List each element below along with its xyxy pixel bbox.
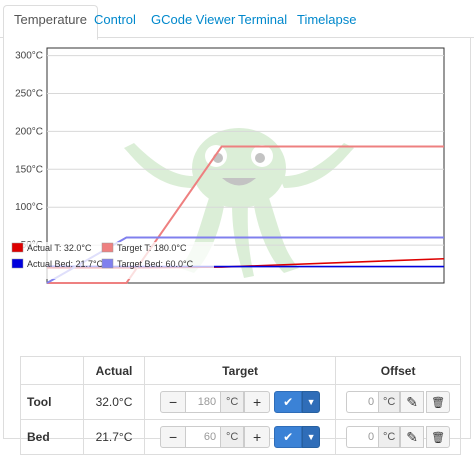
tool-actual-value: 32.0°C <box>84 385 145 420</box>
legend-label: Actual Bed: 21.7°C <box>27 259 104 269</box>
tool-offset-reset-button[interactable]: 🗑 <box>426 391 450 413</box>
tab-control[interactable]: Control <box>94 6 136 37</box>
temperature-table: Actual Target Offset Tool 32.0°C − 180 °… <box>20 356 461 455</box>
y-tick-label: 100°C <box>15 202 43 213</box>
tool-label: Tool <box>21 385 84 420</box>
tool-offset-cell: 0 °C ✎ 🗑 <box>336 385 461 420</box>
trash-icon: 🗑 <box>431 431 445 444</box>
tool-target-input[interactable]: 180 <box>186 391 220 413</box>
y-tick-label: 200°C <box>15 126 43 137</box>
legend-label: Target T: 180.0°C <box>117 243 187 253</box>
bed-target-presets-dropdown[interactable]: ▼ <box>302 426 320 448</box>
table-row-tool: Tool 32.0°C − 180 °C + ✔ ▼ 0 °C <box>21 385 461 420</box>
legend-swatch <box>102 259 113 268</box>
tab-terminal[interactable]: Terminal <box>238 6 287 37</box>
tool-offset-input[interactable]: 0 <box>346 391 378 413</box>
bed-offset-edit-button[interactable]: ✎ <box>400 426 424 448</box>
y-tick-label: 300°C <box>15 51 43 62</box>
bed-offset-unit: °C <box>378 426 400 448</box>
tab-timelapse[interactable]: Timelapse <box>297 6 356 37</box>
bed-offset-input[interactable]: 0 <box>346 426 378 448</box>
legend: Actual T: 32.0°C Target T: 180.0°C Actual … <box>8 242 214 279</box>
header-offset: Offset <box>336 357 461 385</box>
bed-actual-value: 21.7°C <box>84 420 145 455</box>
tab-gcode-viewer[interactable]: GCode Viewer <box>151 6 235 37</box>
legend-label: Target Bed: 60.0°C <box>117 259 194 269</box>
legend-swatch <box>12 259 23 268</box>
tool-target-presets-dropdown[interactable]: ▼ <box>302 391 320 413</box>
tool-offset-unit: °C <box>378 391 400 413</box>
tool-offset-edit-button[interactable]: ✎ <box>400 391 424 413</box>
tab-temperature[interactable]: Temperature <box>3 5 98 40</box>
tool-target-decrease-button[interactable]: − <box>160 391 186 413</box>
tool-target-unit: °C <box>220 391 244 413</box>
bed-target-unit: °C <box>220 426 244 448</box>
bed-target-increase-button[interactable]: + <box>244 426 270 448</box>
legend-label: Actual T: 32.0°C <box>27 243 92 253</box>
y-tick-label: 150°C <box>15 164 43 175</box>
trash-icon: 🗑 <box>431 396 445 409</box>
bed-target-input[interactable]: 60 <box>186 426 220 448</box>
bed-target-set-button[interactable]: ✔ <box>274 426 302 448</box>
header-actual: Actual <box>84 357 145 385</box>
header-target: Target <box>145 357 336 385</box>
bed-target-decrease-button[interactable]: − <box>160 426 186 448</box>
bed-target-cell: − 60 °C + ✔ ▼ <box>145 420 336 455</box>
legend-swatch <box>12 243 23 252</box>
bed-label: Bed <box>21 420 84 455</box>
bed-offset-cell: 0 °C ✎ 🗑 <box>336 420 461 455</box>
y-tick-label: 250°C <box>15 88 43 99</box>
tab-bar: Temperature Control GCode Viewer Termina… <box>0 0 474 38</box>
header-blank <box>21 357 84 385</box>
tool-target-set-button[interactable]: ✔ <box>274 391 302 413</box>
table-row-bed: Bed 21.7°C − 60 °C + ✔ ▼ 0 °C <box>21 420 461 455</box>
bed-offset-reset-button[interactable]: 🗑 <box>426 426 450 448</box>
tool-target-increase-button[interactable]: + <box>244 391 270 413</box>
table-header-row: Actual Target Offset <box>21 357 461 385</box>
pencil-icon: ✎ <box>406 394 418 411</box>
legend-swatch <box>102 243 113 252</box>
tool-target-cell: − 180 °C + ✔ ▼ <box>145 385 336 420</box>
